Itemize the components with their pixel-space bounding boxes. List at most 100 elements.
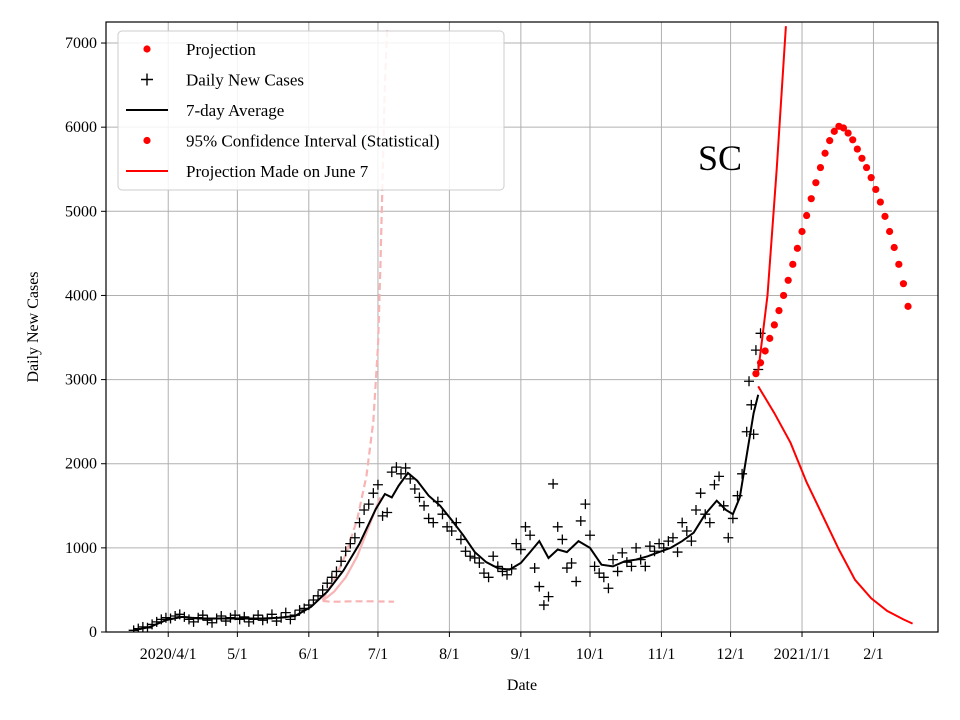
- daily-case-marker: [506, 563, 517, 574]
- daily-case-marker: [137, 621, 148, 632]
- daily-case-marker: [538, 600, 549, 611]
- june7-projection-upper-line: [757, 26, 787, 372]
- daily-case-marker: [598, 572, 609, 583]
- projection-dot: [770, 321, 778, 329]
- projection-dot: [849, 136, 857, 144]
- projection-dot: [784, 276, 792, 284]
- daily-case-marker: [151, 616, 162, 627]
- y-tick-label: 0: [89, 624, 97, 641]
- daily-case-marker: [515, 544, 526, 555]
- daily-case-marker: [211, 613, 222, 624]
- daily-case-marker: [520, 521, 531, 532]
- daily-case-marker: [442, 521, 453, 532]
- projection-dot: [899, 280, 908, 288]
- y-tick-label: 5000: [65, 203, 97, 220]
- x-tick-label: 9/1: [511, 646, 531, 663]
- projection-dot: [821, 149, 829, 157]
- daily-case-marker: [276, 612, 287, 623]
- daily-case-marker: [478, 568, 489, 579]
- daily-case-marker: [695, 488, 706, 499]
- daily-case-marker: [744, 376, 755, 387]
- x-tick-label: 5/1: [227, 646, 247, 663]
- daily-case-marker: [239, 611, 250, 622]
- legend-entry-label: Projection: [186, 40, 256, 59]
- confidence-interval-line: [322, 599, 395, 603]
- legend-entry-label: Projection Made on June 7: [186, 162, 369, 181]
- daily-case-marker: [160, 612, 171, 623]
- daily-case-marker: [529, 563, 540, 574]
- legend-entry-label: 95% Confidence Interval (Statistical): [186, 132, 440, 151]
- x-tick-label: 2021/1/1: [774, 646, 831, 663]
- daily-case-marker: [322, 578, 333, 589]
- daily-case-marker: [548, 478, 559, 489]
- daily-case-marker: [372, 479, 383, 490]
- daily-case-marker: [340, 546, 351, 557]
- daily-case-marker: [207, 617, 218, 628]
- daily-case-marker: [423, 513, 434, 524]
- june7-projection-line: [757, 385, 914, 625]
- daily-case-marker: [617, 547, 628, 558]
- projection-dot: [890, 243, 898, 252]
- daily-case-marker: [552, 521, 563, 532]
- daily-case-marker: [640, 561, 651, 572]
- daily-case-marker: [584, 530, 595, 541]
- daily-case-marker: [502, 569, 513, 580]
- daily-case-marker: [626, 561, 637, 572]
- daily-case-marker: [405, 473, 416, 484]
- daily-case-marker: [170, 611, 181, 622]
- projection-dot: [839, 124, 848, 132]
- daily-case-marker: [386, 467, 397, 478]
- daily-case-marker: [686, 536, 697, 547]
- legend-dot-swatch: [143, 45, 151, 53]
- projection-dot: [858, 154, 866, 162]
- daily-case-marker: [566, 558, 577, 569]
- state-annotation: SC: [698, 138, 742, 178]
- daily-case-marker: [644, 541, 655, 552]
- projection-dot: [867, 174, 875, 182]
- x-tick-label: 6/1: [299, 646, 319, 663]
- daily-case-marker: [741, 426, 752, 437]
- daily-case-marker: [635, 554, 646, 565]
- daily-case-marker: [755, 328, 766, 339]
- daily-case-marker: [202, 615, 213, 626]
- daily-case-marker: [409, 483, 420, 494]
- daily-case-marker: [216, 611, 227, 622]
- daily-case-marker: [460, 546, 471, 557]
- projection-dot: [895, 260, 903, 268]
- projection-dot: [798, 227, 806, 236]
- daily-case-marker: [428, 517, 439, 528]
- daily-case-marker: [179, 611, 190, 622]
- x-axis: 2020/4/1 5/1 6/1 7/1 8/1 9/1 10/1 11/1 12/1 2021/…: [140, 632, 884, 663]
- daily-case-marker: [465, 551, 476, 562]
- daily-case-marker: [183, 614, 194, 625]
- projection-dot: [816, 163, 825, 172]
- daily-case-marker: [253, 610, 264, 621]
- daily-case-marker: [349, 532, 360, 543]
- plot-area: [128, 26, 914, 632]
- daily-case-marker: [432, 496, 443, 507]
- x-axis-label: Date: [507, 677, 537, 694]
- daily-case-marker: [723, 532, 734, 543]
- daily-case-marker: [437, 509, 448, 520]
- daily-case-marker: [317, 584, 328, 595]
- daily-case-marker: [750, 345, 761, 356]
- daily-case-marker: [746, 399, 757, 410]
- daily-case-marker: [677, 517, 688, 528]
- projection-dot: [761, 347, 769, 355]
- daily-case-marker: [294, 605, 305, 616]
- projection-dot: [862, 163, 871, 172]
- x-tick-label: 2020/4/1: [140, 646, 197, 663]
- daily-case-marker: [451, 517, 462, 528]
- projection-dot: [793, 244, 802, 252]
- daily-case-marker: [469, 552, 480, 563]
- daily-case-marker: [257, 615, 268, 626]
- daily-case-marker: [704, 517, 715, 528]
- daily-case-marker: [174, 609, 185, 620]
- daily-case-marker: [732, 490, 743, 501]
- daily-case-marker: [571, 576, 582, 587]
- daily-case-marker: [303, 600, 314, 611]
- daily-case-marker: [525, 530, 536, 541]
- daily-case-marker: [382, 507, 393, 518]
- daily-case-marker: [488, 551, 499, 562]
